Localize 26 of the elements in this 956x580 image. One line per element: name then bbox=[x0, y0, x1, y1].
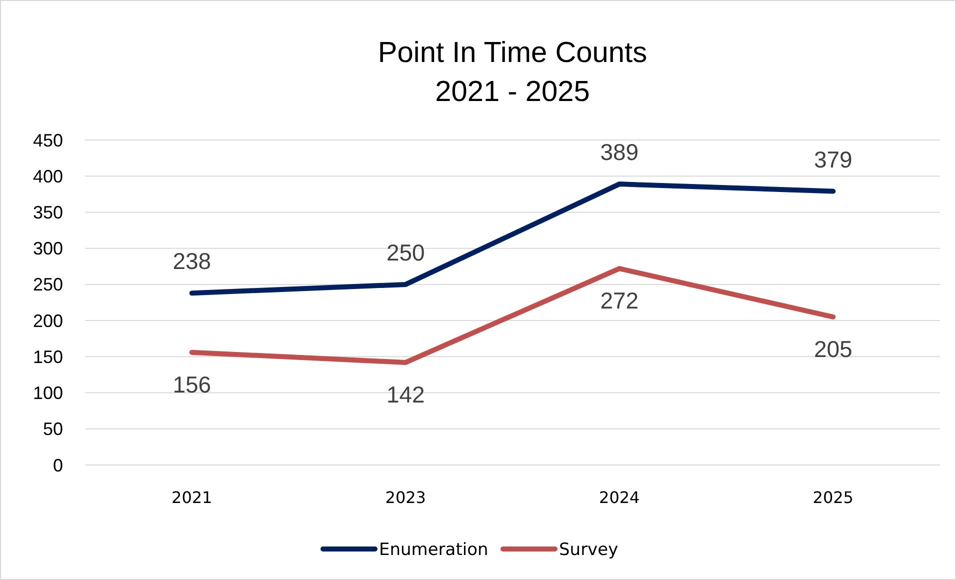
data-label: 156 bbox=[172, 371, 212, 398]
y-tick-label: 300 bbox=[32, 238, 63, 259]
data-label: 205 bbox=[814, 336, 852, 362]
data-label: 142 bbox=[386, 381, 425, 408]
x-tick-label: 2023 bbox=[385, 488, 426, 507]
y-tick-label: 100 bbox=[32, 383, 63, 404]
x-tick-label: 2021 bbox=[172, 488, 212, 507]
y-tick-label: 50 bbox=[42, 419, 63, 440]
y-tick-label: 250 bbox=[32, 274, 63, 295]
data-label: 379 bbox=[814, 146, 852, 172]
x-tick-label: 2024 bbox=[599, 488, 640, 507]
y-tick-label: 350 bbox=[32, 202, 63, 223]
y-tick-label: 0 bbox=[52, 455, 63, 476]
data-label: 250 bbox=[386, 239, 425, 266]
data-label: 272 bbox=[600, 288, 639, 314]
legend-label: Enumeration bbox=[379, 540, 488, 560]
chart-subtitle: 2021 - 2025 bbox=[435, 76, 590, 108]
y-tick-label: 450 bbox=[32, 130, 63, 150]
chart-title: Point In Time Counts bbox=[378, 37, 648, 69]
data-label: 238 bbox=[172, 248, 212, 274]
data-label: 389 bbox=[600, 139, 639, 166]
legend-label: Survey bbox=[559, 540, 618, 560]
y-tick-label: 200 bbox=[32, 310, 63, 331]
x-tick-label: 2025 bbox=[812, 488, 854, 507]
y-tick-label: 150 bbox=[32, 346, 63, 367]
y-tick-label: 400 bbox=[32, 166, 63, 186]
